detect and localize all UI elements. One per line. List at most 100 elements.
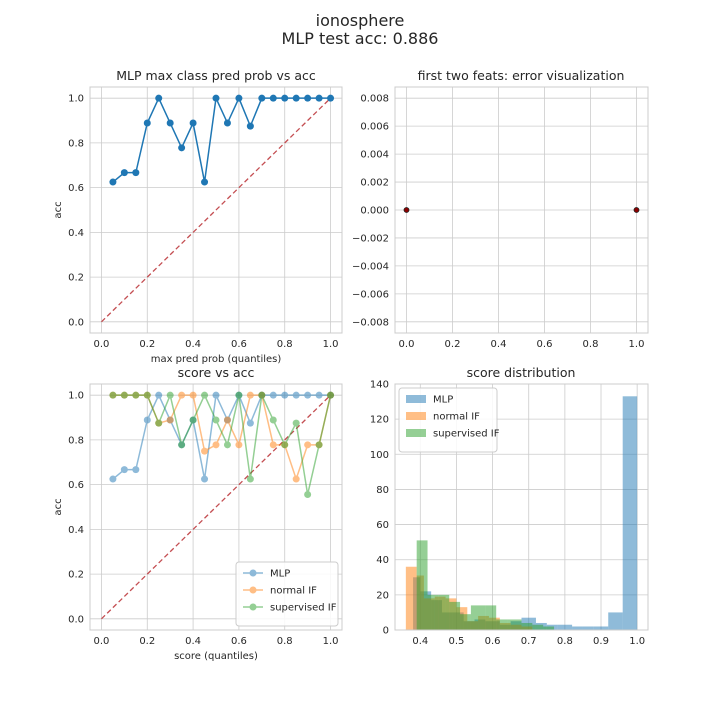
data-point [201,475,209,483]
series-supervised-if [109,391,335,498]
plot-frame [89,383,343,631]
y-tick-label: 0.4 [68,525,84,536]
data-point [315,391,323,399]
histogram-bar [460,614,471,630]
y-tick-label: 0 [383,626,389,637]
y-tick-label: −0.002 [352,233,389,244]
data-point [281,441,289,449]
histogram-bar [532,624,544,630]
y-tick-label: 80 [376,485,389,496]
plot-title: first two feats: error visualization [418,68,625,83]
x-tick-label: 1.0 [629,339,645,350]
data-point [258,94,266,102]
x-tick-label: 0.8 [557,636,573,647]
data-point [178,391,186,399]
x-tick-label: 0.0 [399,339,415,350]
y-tick-label: −0.008 [352,317,389,328]
plot-title: score vs acc [178,365,255,380]
data-point [109,391,117,399]
histogram-bar [416,540,428,630]
data-point [166,416,174,424]
data-point [201,178,209,186]
data-point [155,391,163,399]
data-point [120,169,128,177]
y-tick-label: 1.0 [68,94,84,105]
data-point [633,207,640,213]
x-tick-label: 0.4 [185,339,201,350]
x-tick-label: 0.6 [485,636,501,647]
data-point [269,94,277,102]
legend: MLP normal IF supervised IF [398,387,500,453]
data-point [178,144,186,152]
figure-subtitle: MLP test acc: 0.886 [282,29,439,48]
data-point [189,416,197,424]
y-tick-label: −0.004 [352,261,389,272]
y-tick-label: 0.000 [360,206,389,217]
data-point [166,119,174,127]
x-tick-label: 1.0 [323,636,339,647]
data-point [235,441,243,449]
x-tick-label: 0.8 [583,339,599,350]
legend: MLP normal IF supervised IF [235,561,339,627]
data-point [223,119,231,127]
data-point [201,447,209,455]
legend-label: normal IF [270,586,317,597]
y-tick-label: 0.2 [68,570,84,581]
y-tick-label: 1.0 [68,391,84,402]
legend-swatch-marker [249,586,257,594]
y-axis-label: acc [53,201,64,218]
data-point [258,391,266,399]
data-point [304,490,312,498]
diagonal-reference-line [101,97,331,323]
data-point [269,391,277,399]
data-point [327,391,335,399]
x-tick-label: 0.9 [593,636,609,647]
legend-label: MLP [270,569,290,580]
y-tick-label: −0.006 [352,289,389,300]
x-axis-label: score (quantiles) [174,651,258,662]
y-tick-label: 40 [376,555,389,566]
x-tick-label: 0.2 [445,339,461,350]
data-point [246,419,254,427]
legend-swatch [243,569,263,577]
y-tick-label: 60 [376,520,389,531]
data-point [403,207,410,213]
data-point [281,391,289,399]
legend-box [235,561,339,627]
plot-error-visualization: first two feats: error visualization 0.0… [352,68,649,350]
legend-swatch [243,603,263,611]
y-tick-label: 100 [370,450,389,461]
data-point [269,416,277,424]
plot-pred-prob-vs-acc: MLP max class pred prob vs acc max pred … [53,68,343,365]
x-tick-label: 0.8 [277,636,293,647]
histogram-bar [438,594,450,630]
data-point [315,94,323,102]
plot-frame [89,86,343,334]
data-point [292,94,300,102]
x-tick-label: 0.8 [277,339,293,350]
data-point [212,94,220,102]
data-point [304,391,312,399]
data-point [166,391,174,399]
data-point [143,119,151,127]
x-tick-label: 1.0 [629,636,645,647]
data-point [292,391,300,399]
legend-swatch [406,395,426,403]
data-point [132,169,140,177]
plot-frame [394,86,649,334]
x-tick-label: 0.4 [412,636,428,647]
y-tick-label: 0.6 [68,480,84,491]
legend-swatch [406,412,426,420]
data-point [189,391,197,399]
y-tick-label: 0.004 [360,150,389,161]
histogram-bar [485,605,497,630]
figure-title: ionosphere [316,11,405,30]
data-point [201,391,209,399]
data-point [246,475,254,483]
series-supervised-if [416,540,555,630]
series-line [112,392,332,495]
data-point [212,416,220,424]
data-point [189,119,197,127]
data-point [292,419,300,427]
legend-swatch-marker [249,603,257,611]
